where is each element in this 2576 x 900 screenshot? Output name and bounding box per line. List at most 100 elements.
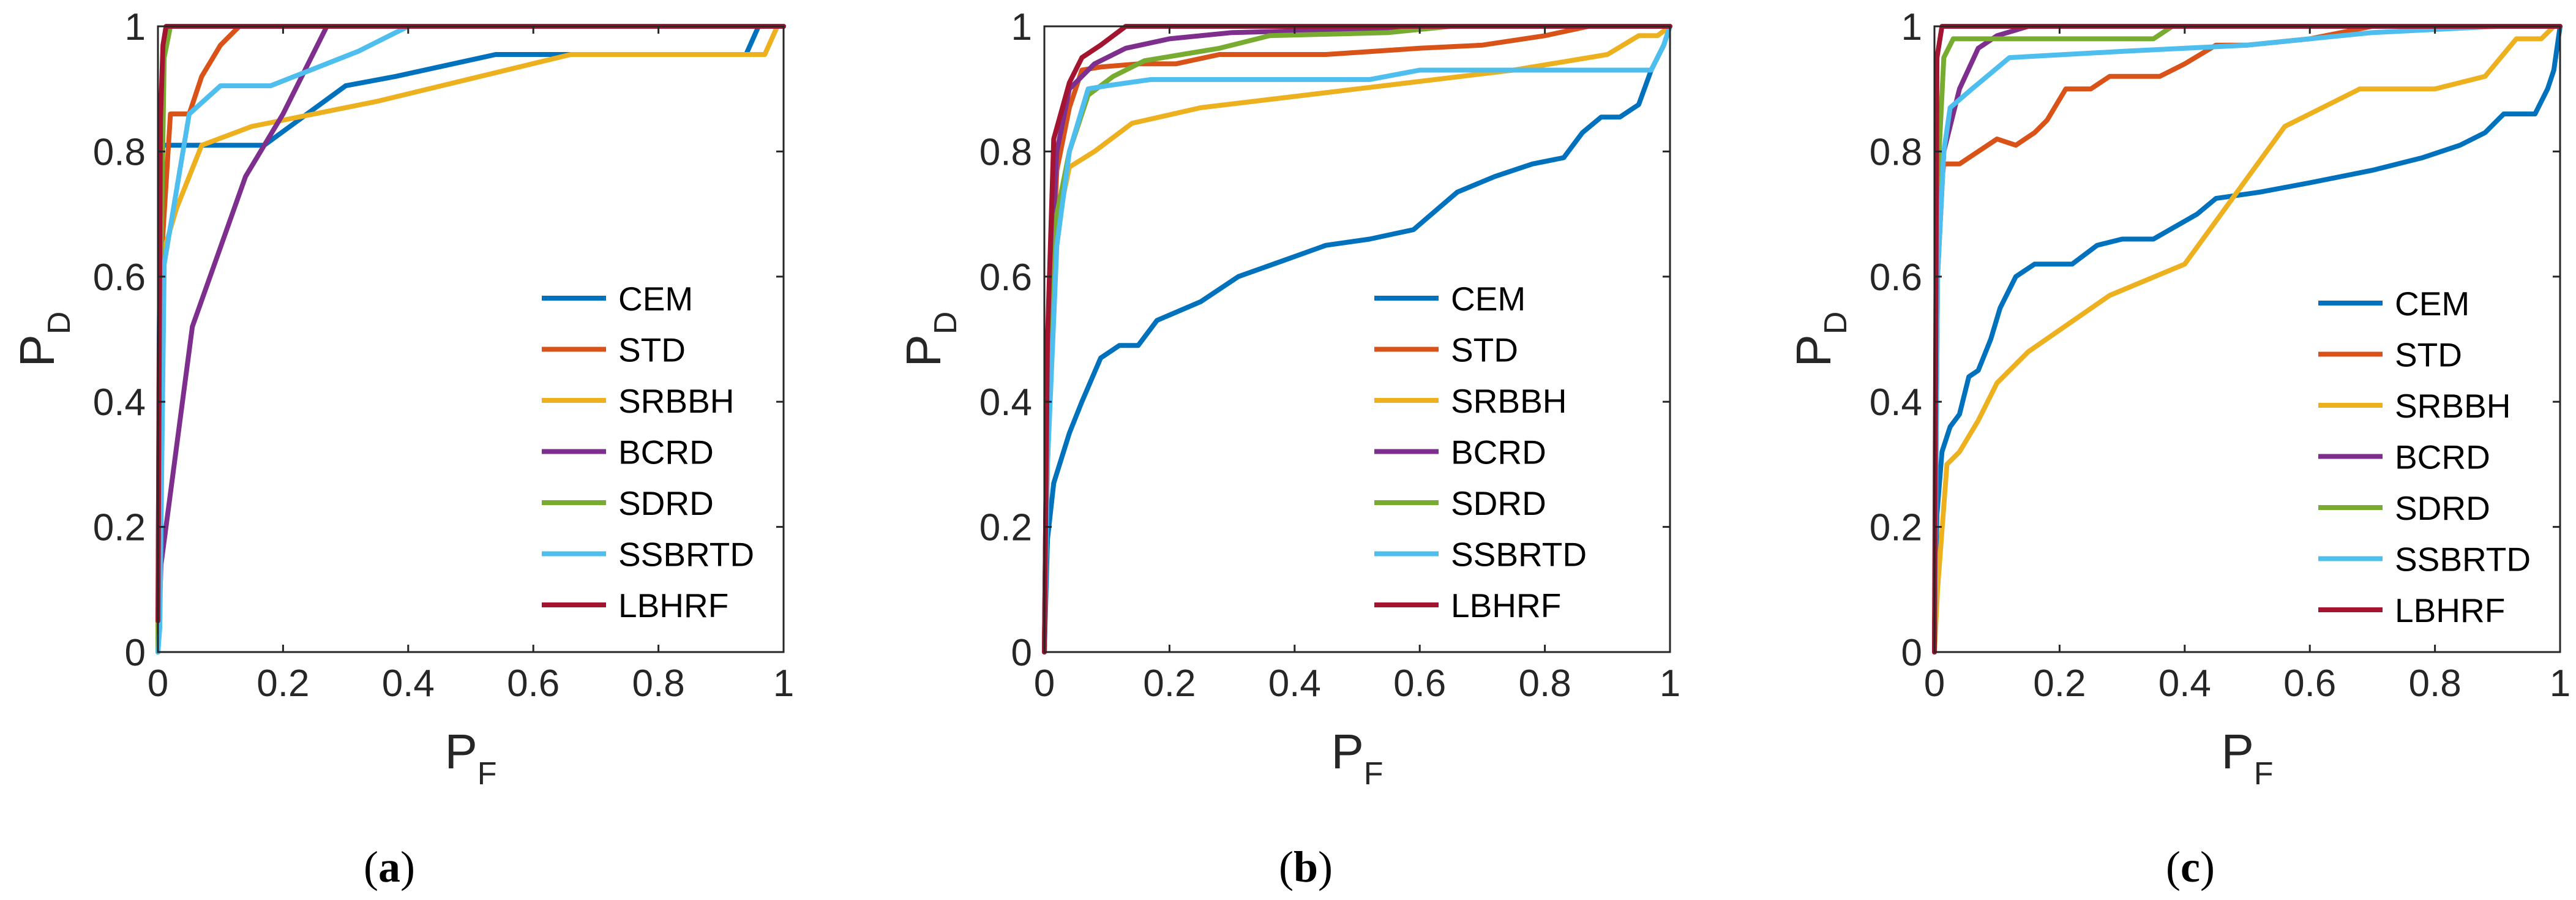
legend-label-bcrd: BCRD [618,433,714,471]
legend-label-cem: CEM [1451,280,1526,318]
x-tick-label: 0.2 [2033,662,2086,705]
x-tick-label: 1 [773,662,794,705]
y-axis-label-main: P [896,334,951,367]
panel-caption-letter: b [1294,842,1318,891]
x-tick-label: 0.8 [632,662,684,705]
panel-caption-open: ( [2166,842,2181,891]
legend-label-lbhrf: LBHRF [2395,591,2505,629]
y-tick-label: 0.6 [979,257,1032,299]
x-tick-label: 0.6 [507,662,560,705]
y-tick-label: 0 [1011,632,1032,674]
y-tick-label: 0 [1901,632,1922,674]
legend-label-std: STD [618,331,686,369]
x-tick-label: 0.2 [1143,662,1196,705]
y-axis-label-main: P [10,334,64,367]
axes-box [157,25,785,653]
y-axis-label: PD [896,312,964,367]
legend: CEM STD SRBBH BCRD SDRD SSBRTD LBHRF [2318,285,2531,629]
y-tick-label: 0.2 [1870,507,1922,549]
legend-label-std: STD [1451,331,1518,369]
x-tick-label: 0.2 [256,662,309,705]
y-tick-label: 0.4 [1870,381,1922,424]
legend-label-srbbh: SRBBH [1451,382,1567,420]
y-axis-label-sub: D [1818,312,1854,335]
legend-label-srbbh: SRBBH [2395,387,2511,425]
y-tick-label: 0.8 [1870,131,1922,173]
x-axis-label-sub: F [477,756,497,792]
x-axis-label-main: P [1331,724,1363,779]
legend: CEM STD SRBBH BCRD SDRD SSBRTD LBHRF [1374,280,1587,624]
y-axis-label-sub: D [42,312,77,335]
y-tick-label: 0.4 [979,381,1032,424]
series-line-ssbrtd [1932,24,2563,654]
panel-caption: (c) [2166,842,2215,891]
x-tick-label: 1 [2550,662,2570,705]
plot-area [158,26,784,652]
series-line-lbhrf [1042,24,1672,654]
x-tick-label: 0.4 [382,662,435,705]
x-axis-label-sub: F [1364,756,1383,792]
y-tick-label: 0.8 [979,131,1032,173]
panel-caption: (b) [1279,842,1333,891]
y-tick-label: 0.6 [93,257,146,299]
series-line-sdrd [1042,24,1672,654]
series-line-ssbrtd [1042,24,1672,654]
y-axis-label-sub: D [928,312,964,335]
y-tick-label: 0.4 [93,381,146,424]
x-axis-label-main: P [2221,724,2253,779]
x-tick-label: 0 [1034,662,1055,705]
y-tick-label: 1 [125,6,146,48]
panel-b: 0 0.2 0.4 0.6 0.8 100.20.40.60.81PFPDCEMSTDSR… [896,6,1680,891]
y-tick-label: 0.8 [93,131,146,173]
x-axis-label: PF [2221,724,2273,792]
x-tick-label: 0.4 [2159,662,2211,705]
x-axis-label-sub: F [2254,756,2274,792]
legend-label-cem: CEM [618,280,693,318]
y-tick-label: 0.2 [93,507,146,549]
x-tick-label: 0.6 [2283,662,2336,705]
x-axis-label: PF [1331,724,1383,792]
axes-box [1933,25,2561,653]
axes-box [1043,25,1671,653]
x-axis-label-main: P [444,724,477,779]
panel-a: 0 0.2 0.4 0.6 0.8 100.20.40.60.81PFPDCEMSTDSR… [10,6,794,891]
legend-label-bcrd: BCRD [1451,433,1546,471]
legend-label-std: STD [2395,336,2462,374]
y-tick-label: 0.2 [979,507,1032,549]
panel-caption-close: ) [2200,842,2215,891]
panel-caption-open: ( [364,842,378,891]
legend-label-ssbrtd: SSBRTD [618,536,754,574]
x-tick-label: 1 [1660,662,1680,705]
x-tick-label: 0.8 [1518,662,1571,705]
y-axis-label: PD [1786,312,1854,367]
series-group [1042,24,1672,654]
legend-label-ssbrtd: SSBRTD [1451,536,1587,574]
x-tick-label: 0 [148,662,168,705]
panel-caption: (a) [364,842,415,891]
panel-caption-letter: a [378,842,400,891]
legend-label-lbhrf: LBHRF [618,587,728,624]
series-line-srbbh [1932,24,2563,654]
panel-caption-close: ) [400,842,415,891]
series-line-cem [1042,24,1672,654]
y-axis-label-main: P [1786,334,1841,367]
x-tick-label: 0.8 [2408,662,2461,705]
series-line-ssbrtd [155,24,786,654]
x-tick-label: 0.4 [1268,662,1321,705]
panel-caption-letter: c [2181,842,2200,891]
legend-label-sdrd: SDRD [2395,489,2490,527]
y-tick-label: 0 [125,632,146,674]
series-line-std [1042,24,1672,654]
y-axis-label: PD [10,312,77,367]
panel-caption-open: ( [1279,842,1294,891]
legend-label-bcrd: BCRD [2395,438,2490,476]
legend-label-ssbrtd: SSBRTD [2395,541,2531,579]
panel-c: 0 0.2 0.4 0.6 0.8 100.20.40.60.81PFPDCEMSTDSR… [1786,6,2570,891]
panel-caption-close: ) [1318,842,1333,891]
y-tick-label: 1 [1011,6,1032,48]
legend-label-sdrd: SDRD [1451,484,1546,522]
legend-label-sdrd: SDRD [618,484,714,522]
x-tick-label: 0.6 [1393,662,1446,705]
x-axis-label: PF [444,724,496,792]
